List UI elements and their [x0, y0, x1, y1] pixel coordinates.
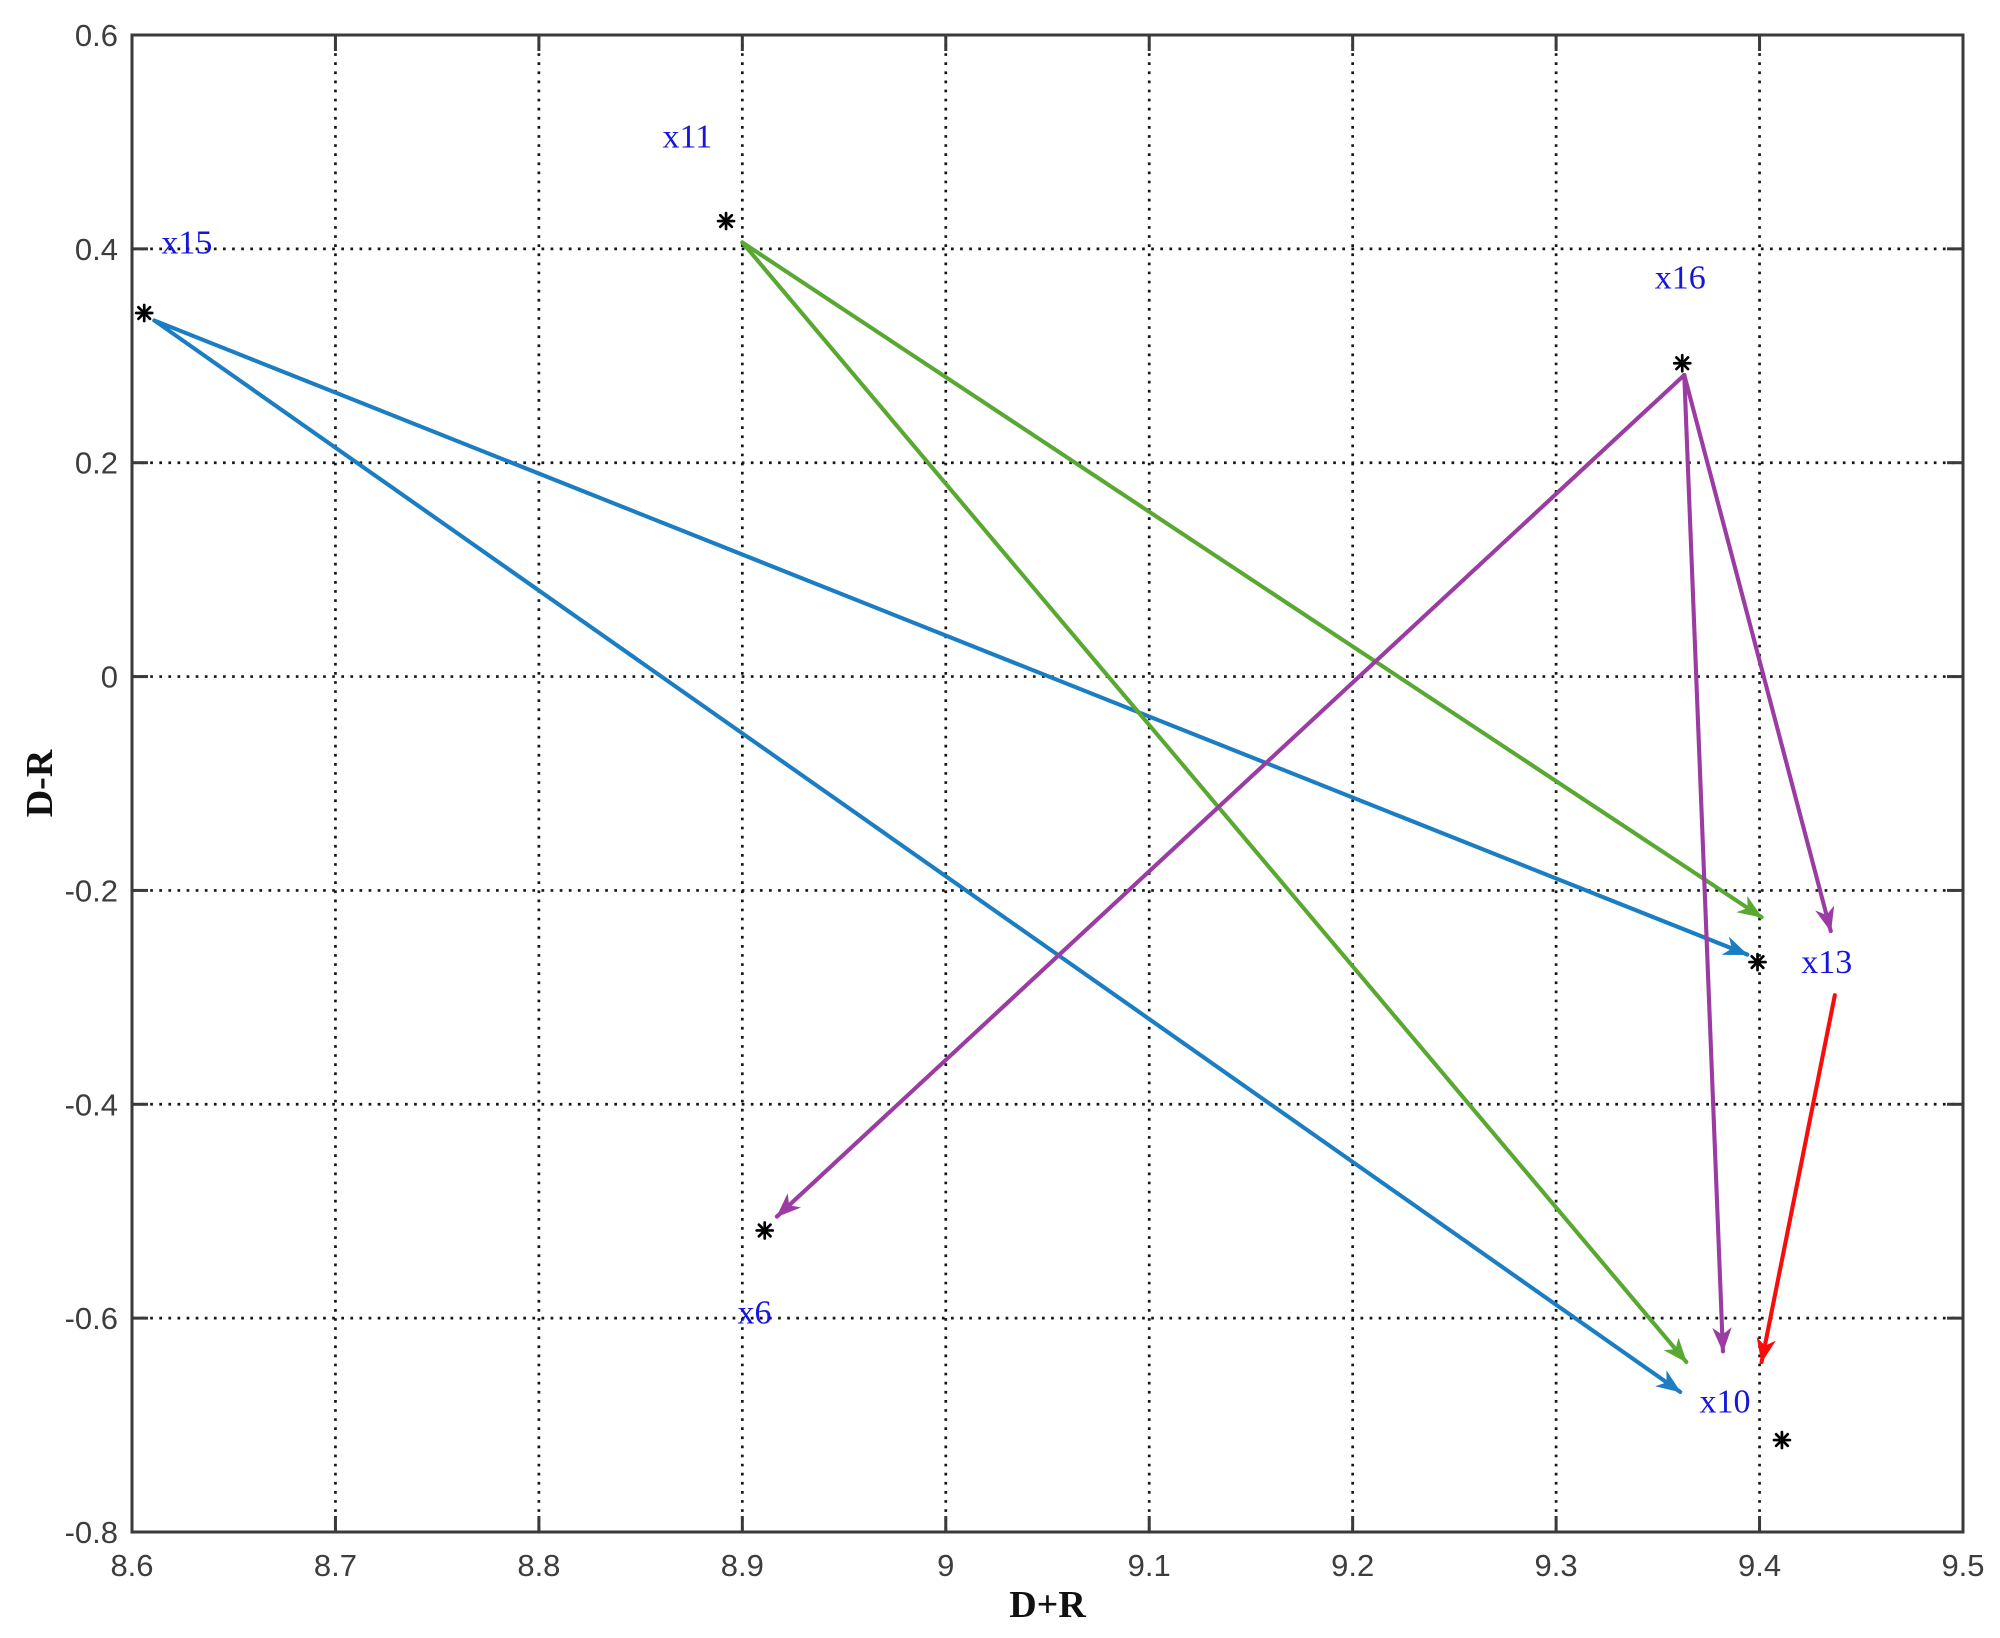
point-marker-x13	[1748, 952, 1767, 972]
arrow-x13-to-x10	[1756, 993, 1837, 1365]
arrow-x15-to-x10	[152, 318, 1683, 1394]
y-tick-label--0.4: -0.4	[65, 1087, 118, 1122]
x-tick-label-9.4: 9.4	[1738, 1548, 1781, 1583]
tick-labels: 8.6 8.7 8.8 8.9 9 9.1 9.2 9.3 9.4 9.5 0.6 0.4 0.2 0 -0…	[65, 18, 1985, 1583]
point-markers	[134, 211, 1792, 1450]
point-label-x11: x11	[663, 119, 713, 156]
tick-marks	[130, 33, 1965, 1534]
point-label-x16: x16	[1655, 260, 1706, 297]
arrow-x11-to-x13	[740, 240, 1764, 920]
arrow-x11-to-x10	[740, 240, 1689, 1365]
point-marker-x6	[755, 1221, 775, 1240]
point-label-x13: x13	[1801, 944, 1852, 981]
plot-border	[130, 33, 1965, 1534]
point-labels: x15 x11 x16 x6 x13 x10	[161, 119, 1852, 1421]
x-tick-label-8.6: 8.6	[110, 1548, 153, 1583]
x-tick-label-8.7: 8.7	[314, 1548, 357, 1583]
arrow-x16-to-x10	[1682, 372, 1732, 1354]
x-tick-label-9.5: 9.5	[1941, 1548, 1984, 1583]
x-axis-title: D+R	[1009, 1584, 1086, 1626]
grid	[132, 35, 1963, 1532]
x-tick-label-9.1: 9.1	[1128, 1548, 1171, 1583]
x-tick-label-8.8: 8.8	[517, 1548, 560, 1583]
y-axis-title: D-R	[19, 749, 61, 817]
point-label-x15: x15	[161, 224, 212, 261]
x-tick-label-9.3: 9.3	[1535, 1548, 1578, 1583]
y-tick-label-0: 0	[101, 660, 118, 695]
point-label-x6: x6	[738, 1295, 772, 1332]
point-marker-x16	[1672, 353, 1692, 373]
y-tick-label-0.4: 0.4	[75, 232, 118, 267]
arrow-x16-to-x6	[774, 372, 1687, 1219]
arrow-x16-to-x13	[1682, 372, 1835, 934]
y-tick-label--0.8: -0.8	[65, 1515, 118, 1550]
point-marker-x10	[1772, 1430, 1792, 1450]
x-tick-label-9: 9	[937, 1548, 954, 1583]
point-marker-x11	[716, 211, 736, 231]
y-tick-label--0.2: -0.2	[65, 873, 118, 908]
y-tick-label--0.6: -0.6	[65, 1301, 118, 1336]
arrows	[152, 240, 1837, 1394]
x-tick-label-8.9: 8.9	[721, 1548, 764, 1583]
y-tick-label-0.2: 0.2	[75, 446, 118, 481]
arrow-x15-to-x13	[152, 318, 1750, 957]
point-marker-x15	[134, 303, 154, 323]
y-tick-label-0.6: 0.6	[75, 18, 118, 53]
point-label-x10: x10	[1699, 1383, 1750, 1420]
x-tick-label-9.2: 9.2	[1331, 1548, 1374, 1583]
